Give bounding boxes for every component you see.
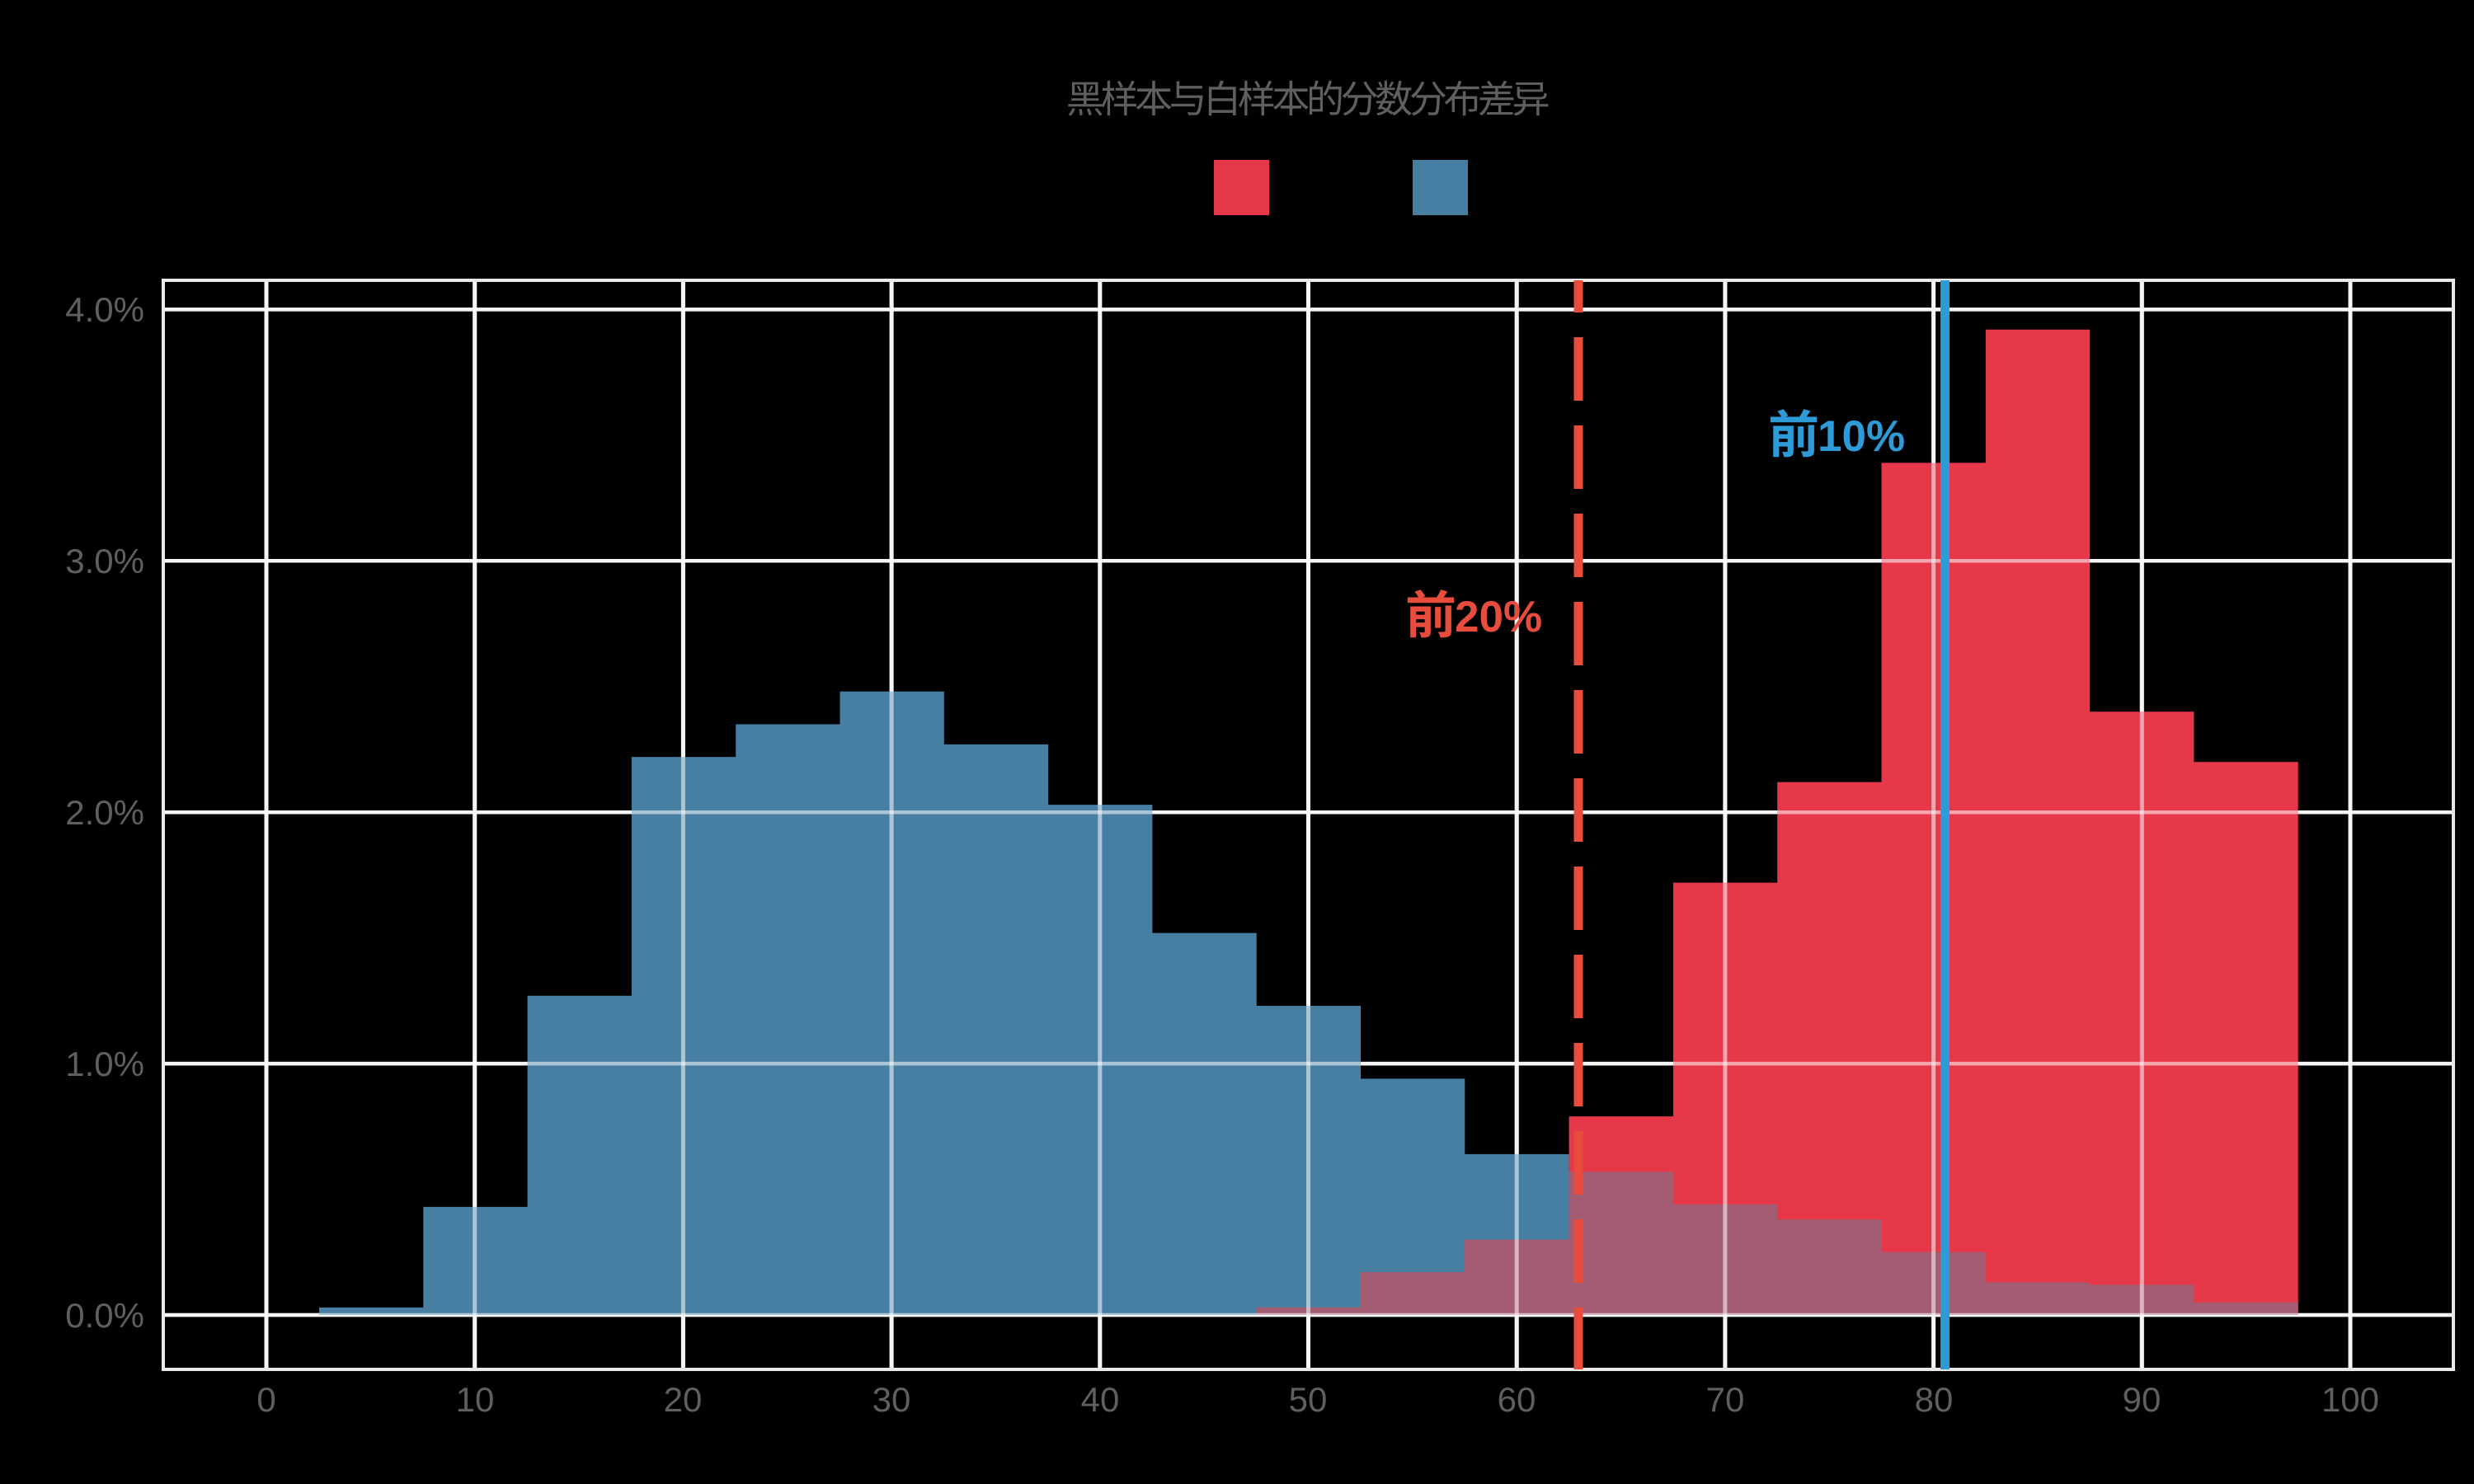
svg-text:20: 20 (664, 1380, 703, 1419)
svg-text:2.0%: 2.0% (65, 793, 144, 832)
svg-text:70: 70 (1706, 1380, 1745, 1419)
svg-text:60: 60 (1498, 1380, 1536, 1419)
svg-text:30: 30 (872, 1380, 911, 1419)
svg-text:100: 100 (2321, 1380, 2379, 1419)
svg-text:0.0%: 0.0% (65, 1296, 144, 1335)
svg-text:1.0%: 1.0% (65, 1045, 144, 1083)
svg-text:10%: 10% (1818, 412, 1905, 461)
svg-text:40: 40 (1081, 1380, 1120, 1419)
svg-text:3.0%: 3.0% (65, 542, 144, 580)
svg-text:20%: 20% (1455, 593, 1542, 641)
svg-text:10: 10 (456, 1380, 495, 1419)
svg-text:90: 90 (2123, 1380, 2161, 1419)
svg-text:0: 0 (256, 1380, 275, 1419)
svg-text:50: 50 (1289, 1380, 1328, 1419)
svg-text:80: 80 (1915, 1380, 1954, 1419)
svg-text:4.0%: 4.0% (65, 290, 144, 329)
